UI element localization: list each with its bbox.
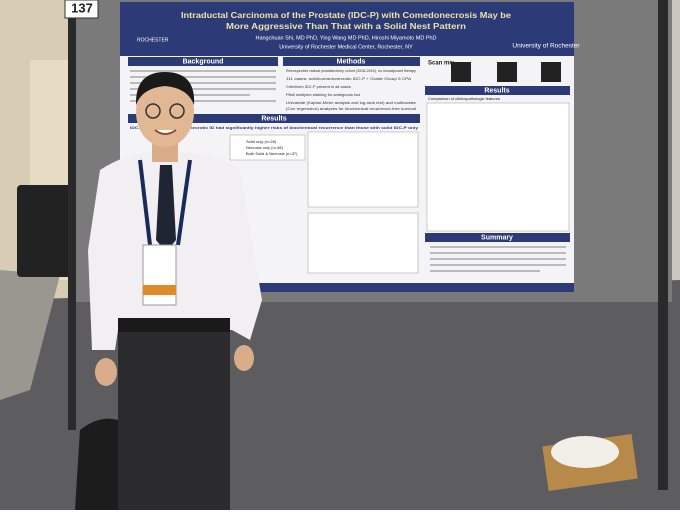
- legend-item: Necrosis only (n=48): [246, 145, 283, 150]
- scan-label: Scan me:: [428, 61, 455, 67]
- poster-header: [120, 2, 574, 56]
- legend-box: [229, 134, 306, 161]
- text-line: [430, 270, 540, 272]
- text-line: [130, 70, 276, 72]
- section-bar: [283, 57, 420, 66]
- methods-item: Pifall multiplex staining for ambiguous …: [286, 92, 360, 97]
- person: [88, 72, 262, 510]
- section-title: Summary: [481, 234, 513, 241]
- methods-item: Univariate (Kaplan-Meier analysis and lo…: [286, 100, 417, 105]
- badge-stripe: [143, 285, 176, 295]
- smile: [154, 129, 177, 135]
- text-line: [430, 264, 566, 266]
- logo-right: University of Rochester: [512, 43, 580, 50]
- table: [307, 131, 419, 208]
- methods-list: Retrospective radical prostatectomy coho…: [286, 68, 417, 111]
- methods-item: (Cox regression) analyses for biochemica…: [286, 106, 416, 111]
- text-line: [430, 258, 566, 260]
- section-title: Methods: [337, 58, 366, 65]
- booth-number: 137: [71, 0, 93, 15]
- badge: [142, 244, 177, 306]
- poster-title: Intraductal Carcinoma of the Prostate (I…: [181, 11, 512, 20]
- section-bar: [425, 86, 570, 95]
- table: [426, 102, 570, 232]
- hat: [551, 436, 619, 468]
- section-bar: [425, 233, 570, 242]
- floor: [0, 270, 60, 400]
- text-line: [430, 252, 566, 254]
- hand: [95, 358, 117, 386]
- results-headline: IDC-P with both solid and necrotic ID ha…: [130, 125, 419, 130]
- section-bar: [128, 57, 278, 66]
- poster-authors: Hangchuan Shi, MD PhD, Ying Wang MD PhD,…: [255, 35, 436, 41]
- tie: [156, 165, 176, 252]
- poster-affiliation: University of Rochester Medical Center, …: [279, 44, 413, 50]
- poster-footer: [120, 283, 574, 292]
- trash-can: [17, 185, 75, 277]
- qr-code: [451, 62, 471, 82]
- hair: [135, 72, 195, 105]
- logo-left: ROCHESTER: [137, 37, 169, 43]
- text-line: [130, 82, 276, 84]
- section-title: Results: [261, 115, 286, 122]
- section-title: Results: [484, 87, 509, 94]
- legend-item: Both Solid & Necrosis (n=37): [246, 151, 298, 156]
- lanyard: [138, 159, 192, 246]
- methods-item: Retrospective radical prostatectomy coho…: [286, 68, 416, 73]
- table: [307, 212, 419, 274]
- qr-code: [541, 62, 561, 82]
- methods-item: Cribriform IDC-P present in all cases: [286, 84, 351, 89]
- glasses: [169, 103, 185, 119]
- trousers: [118, 318, 230, 510]
- poster-title: More Aggressive Than That with a Solid N…: [226, 22, 466, 31]
- glasses: [145, 103, 161, 119]
- board-post: [658, 0, 668, 490]
- hand: [234, 345, 254, 371]
- summary-text: [430, 246, 566, 272]
- face: [136, 77, 194, 147]
- booth-sign: [64, 0, 99, 19]
- section-title: Background: [183, 58, 224, 65]
- text-line: [130, 100, 276, 102]
- belt: [118, 318, 230, 332]
- legend-item: Solid only (n=28): [246, 139, 277, 144]
- board-post: [68, 0, 76, 430]
- methods-item: 111 cases: solid/comedonecrotic IDC-P + …: [286, 76, 411, 81]
- section-bar: [128, 114, 420, 123]
- text-line: [430, 246, 566, 248]
- qr-code: [497, 62, 517, 82]
- text-line: [130, 76, 276, 78]
- table-title: Comparison of clinicopathologic features: [428, 96, 500, 101]
- text-line: [130, 88, 276, 90]
